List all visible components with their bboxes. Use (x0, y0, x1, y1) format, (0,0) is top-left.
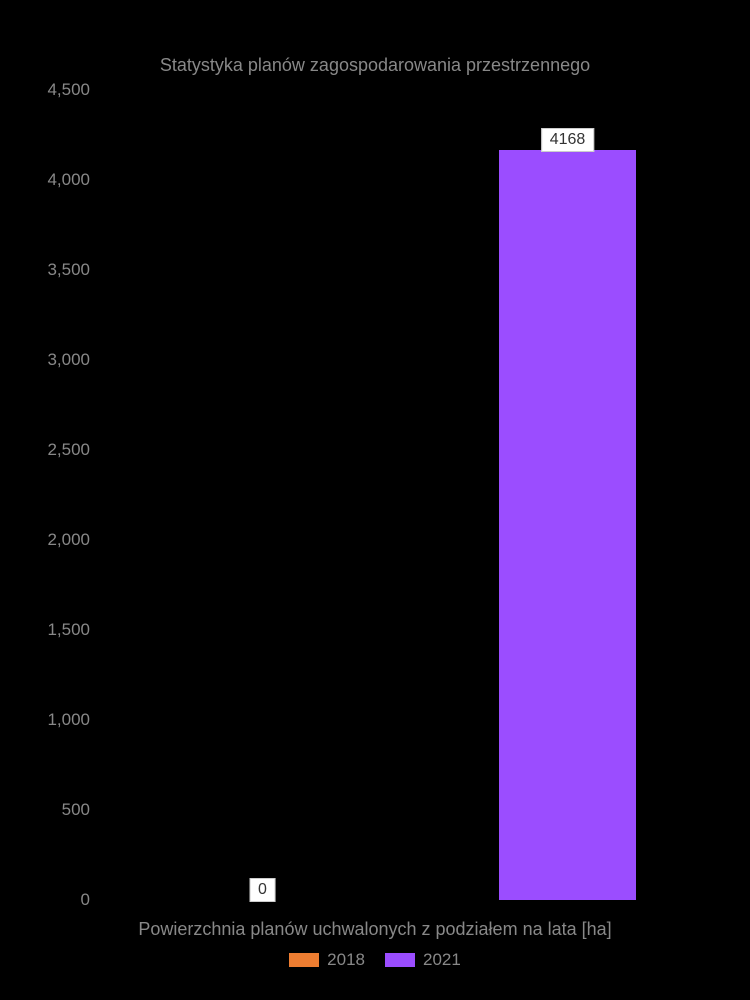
chart-container: Statystyka planów zagospodarowania przes… (0, 0, 750, 1000)
legend-text: 2021 (423, 950, 461, 970)
chart-title: Statystyka planów zagospodarowania przes… (0, 55, 750, 76)
legend-swatch (289, 953, 319, 967)
bar-label-2021: 4168 (541, 128, 595, 152)
y-tick: 500 (62, 800, 90, 820)
y-tick: 4,500 (47, 80, 90, 100)
y-tick: 2,000 (47, 530, 90, 550)
y-tick: 2,500 (47, 440, 90, 460)
y-tick: 1,000 (47, 710, 90, 730)
bar-2021 (499, 150, 636, 900)
legend-item-2021: 2021 (385, 950, 461, 970)
legend-swatch (385, 953, 415, 967)
y-tick: 0 (81, 890, 90, 910)
y-axis: 05001,0001,5002,0002,5003,0003,5004,0004… (0, 90, 100, 900)
bar-label-2018: 0 (249, 878, 276, 902)
x-axis-label: Powierzchnia planów uchwalonych z podzia… (0, 919, 750, 940)
y-tick: 3,500 (47, 260, 90, 280)
legend-item-2018: 2018 (289, 950, 365, 970)
y-tick: 3,000 (47, 350, 90, 370)
y-tick: 1,500 (47, 620, 90, 640)
legend: 2018 2021 (0, 950, 750, 970)
legend-text: 2018 (327, 950, 365, 970)
plot-area: 0 4168 (110, 90, 720, 900)
y-tick: 4,000 (47, 170, 90, 190)
